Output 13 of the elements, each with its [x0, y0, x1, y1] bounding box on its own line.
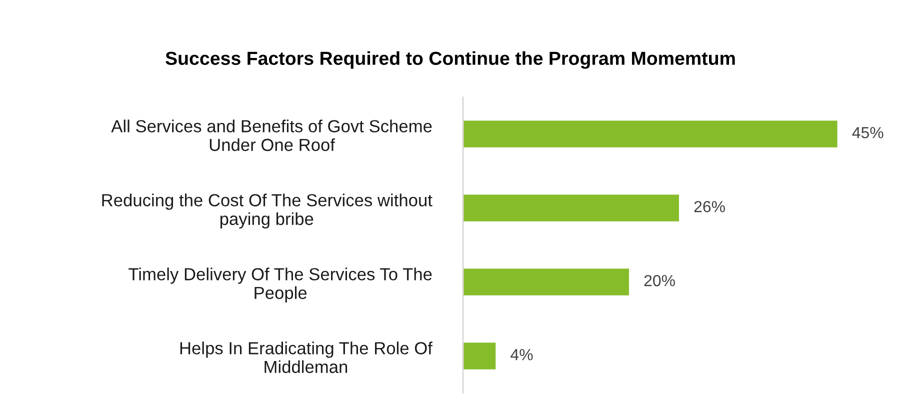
data-label: 20%: [644, 274, 675, 286]
y-tick-label: Helps In Eradicating The Role Of Middleman: [180, 342, 432, 374]
chart-title: Success Factors Required to Continue the Program Momemtum: [166, 51, 735, 69]
y-tick-label: Timely Delivery Of The Services To The People: [128, 268, 432, 302]
data-label: 26%: [694, 200, 725, 212]
bar: [463, 119, 839, 149]
y-tick-label: Reducing the Cost Of The Services without paying bribe: [102, 194, 432, 228]
bar: [463, 267, 630, 297]
bar: [463, 193, 680, 223]
data-label: 4%: [510, 349, 533, 360]
data-label: 45%: [852, 127, 884, 138]
bar: [463, 341, 498, 371]
y-tick-label: All Services and Benefits of Govt Scheme Under One Roof: [111, 120, 432, 152]
